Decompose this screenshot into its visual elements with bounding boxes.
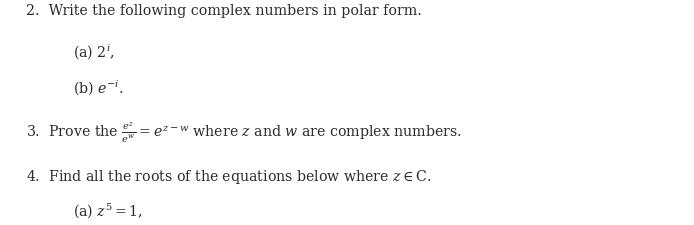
Text: 2.  Write the following complex numbers in polar form.: 2. Write the following complex numbers i… [26, 4, 422, 18]
Text: 4.  Find all the roots of the equations below where $z \in \mathrm{C}$.: 4. Find all the roots of the equations b… [26, 168, 432, 186]
Text: (a) $z^5 = 1$,: (a) $z^5 = 1$, [73, 200, 143, 219]
Text: 3.  Prove the $\frac{e^z}{e^w} = e^{z-w}$ where $z$ and $w$ are complex numbers.: 3. Prove the $\frac{e^z}{e^w} = e^{z-w}$… [26, 120, 462, 144]
Text: (b) $e^{-i}$.: (b) $e^{-i}$. [73, 78, 124, 97]
Text: (a) $2^i$,: (a) $2^i$, [73, 42, 115, 61]
